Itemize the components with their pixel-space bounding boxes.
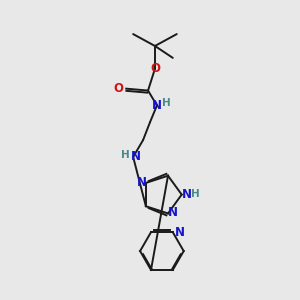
Text: N: N	[168, 206, 178, 219]
Text: H: H	[191, 189, 200, 199]
Text: N: N	[175, 226, 185, 239]
Text: N: N	[182, 188, 192, 201]
Text: O: O	[150, 62, 160, 75]
Text: N: N	[131, 150, 141, 164]
Text: N: N	[152, 99, 162, 112]
Text: H: H	[121, 150, 130, 160]
Text: N: N	[137, 176, 147, 189]
Text: O: O	[113, 82, 123, 95]
Text: H: H	[163, 98, 171, 108]
